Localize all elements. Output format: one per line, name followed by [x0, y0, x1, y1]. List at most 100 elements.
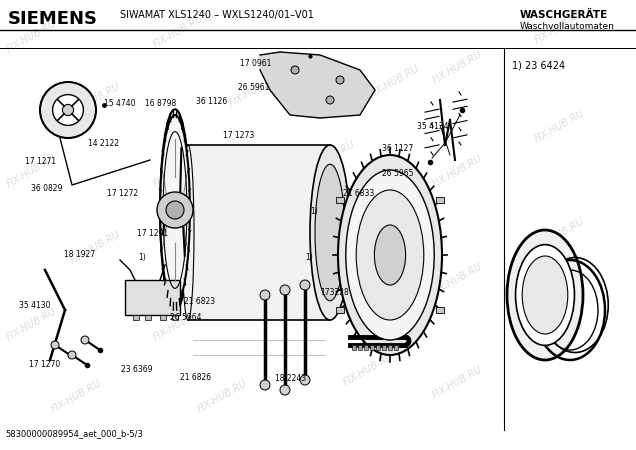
Text: FIX-HUB.RU: FIX-HUB.RU [151, 306, 205, 342]
Bar [382, 345, 386, 350]
Text: FIX-HUB.RU: FIX-HUB.RU [69, 81, 122, 117]
Circle shape [81, 336, 89, 344]
Text: FIX-HUB.RU: FIX-HUB.RU [533, 216, 586, 252]
Text: 15 4740: 15 4740 [104, 99, 135, 108]
Circle shape [157, 192, 193, 228]
Bar [172, 315, 178, 320]
Text: FIX-HUB.RU: FIX-HUB.RU [5, 153, 59, 189]
Text: 21 6823: 21 6823 [184, 297, 216, 306]
Text: 36 0829: 36 0829 [31, 184, 62, 194]
Text: FIX-HUB.RU: FIX-HUB.RU [304, 139, 357, 176]
Circle shape [40, 82, 96, 138]
Text: FIX-HUB.RU: FIX-HUB.RU [151, 153, 205, 189]
Text: 17 1273: 17 1273 [223, 130, 254, 140]
Text: Waschvollautomaten: Waschvollautomaten [520, 22, 615, 31]
Bar [352, 345, 356, 350]
Circle shape [280, 385, 290, 395]
Bar [160, 315, 166, 320]
Text: SIWAMAT XLS1240 – WXLS1240/01–V01: SIWAMAT XLS1240 – WXLS1240/01–V01 [120, 10, 314, 20]
Ellipse shape [516, 245, 574, 346]
Circle shape [260, 380, 270, 390]
Circle shape [62, 104, 74, 116]
Circle shape [68, 351, 76, 359]
Ellipse shape [507, 230, 583, 360]
Bar [145, 315, 151, 320]
Bar [336, 197, 345, 203]
Text: 1): 1) [310, 207, 317, 216]
Text: FIX-HUB.RU: FIX-HUB.RU [368, 198, 421, 234]
Text: 17 1271: 17 1271 [25, 157, 57, 166]
Bar [376, 345, 380, 350]
Bar [436, 197, 443, 203]
Circle shape [166, 201, 184, 219]
Bar [364, 345, 368, 350]
Text: 18 1927: 18 1927 [64, 250, 95, 259]
Text: WASCHGERÄTE: WASCHGERÄTE [520, 10, 608, 20]
Circle shape [51, 341, 59, 349]
Text: FIX-HUB.RU: FIX-HUB.RU [342, 351, 396, 387]
Ellipse shape [356, 190, 424, 320]
Circle shape [260, 290, 270, 300]
Text: FIX-HUB.RU: FIX-HUB.RU [431, 364, 485, 401]
Text: 35 4130: 35 4130 [19, 302, 51, 310]
Text: 1): 1) [305, 253, 313, 262]
Text: 36 1126: 36 1126 [196, 97, 227, 106]
Bar [133, 315, 139, 320]
Text: 35 4134: 35 4134 [417, 122, 448, 131]
Text: 173228: 173228 [320, 288, 349, 297]
Ellipse shape [315, 164, 345, 301]
Text: FIX-HUB.RU: FIX-HUB.RU [533, 9, 586, 45]
Text: 17 1270: 17 1270 [29, 360, 60, 369]
Bar [394, 345, 398, 350]
Bar [370, 345, 374, 350]
Text: FIX-HUB.RU: FIX-HUB.RU [50, 378, 103, 414]
Text: FIX-HUB.RU: FIX-HUB.RU [298, 288, 351, 324]
Text: FIX-HUB.RU: FIX-HUB.RU [368, 63, 421, 99]
Ellipse shape [338, 155, 442, 355]
Circle shape [336, 76, 344, 84]
Text: FIX-HUB.RU: FIX-HUB.RU [533, 108, 586, 144]
Circle shape [300, 280, 310, 290]
Text: 16 8798: 16 8798 [145, 99, 176, 108]
Text: FIX-HUB.RU: FIX-HUB.RU [215, 216, 268, 252]
Bar [358, 345, 362, 350]
Text: SIEMENS: SIEMENS [8, 10, 98, 28]
Text: 21 6833: 21 6833 [343, 189, 375, 198]
Bar [436, 307, 443, 313]
Polygon shape [260, 52, 375, 118]
Circle shape [300, 375, 310, 385]
Text: 26 5965: 26 5965 [382, 169, 413, 178]
Text: 17 1291: 17 1291 [137, 230, 168, 238]
Text: 17 1272: 17 1272 [107, 189, 138, 198]
Text: FIX-HUB.RU: FIX-HUB.RU [151, 13, 205, 50]
Bar [336, 307, 345, 313]
Bar [388, 345, 392, 350]
Ellipse shape [160, 115, 190, 305]
Bar [188, 145, 330, 320]
Circle shape [53, 94, 83, 126]
Ellipse shape [310, 145, 350, 320]
Text: 58300000089954_aet_000_b-5/3: 58300000089954_aet_000_b-5/3 [5, 429, 143, 438]
Text: 1) 23 6424: 1) 23 6424 [513, 60, 565, 70]
Text: FIX-HUB.RU: FIX-HUB.RU [431, 261, 485, 297]
Ellipse shape [182, 145, 194, 320]
Text: FIX-HUB.RU: FIX-HUB.RU [431, 49, 485, 86]
Text: 26 5961: 26 5961 [238, 83, 270, 92]
Ellipse shape [375, 225, 406, 285]
Text: FIX-HUB.RU: FIX-HUB.RU [5, 18, 59, 54]
Circle shape [280, 285, 290, 295]
Text: FIX-HUB.RU: FIX-HUB.RU [533, 319, 586, 356]
Text: FIX-HUB.RU: FIX-HUB.RU [5, 306, 59, 342]
Ellipse shape [346, 170, 434, 340]
Text: 23 6369: 23 6369 [121, 364, 153, 373]
Text: 17 0961: 17 0961 [240, 59, 272, 68]
Text: FIX-HUB.RU: FIX-HUB.RU [196, 378, 249, 414]
Text: FIX-HUB.RU: FIX-HUB.RU [69, 229, 122, 266]
Text: 14 2122: 14 2122 [88, 140, 119, 148]
Text: 1): 1) [139, 253, 146, 262]
Text: 18 2243: 18 2243 [275, 374, 307, 383]
Bar [125, 280, 180, 315]
Text: FIX-HUB.RU: FIX-HUB.RU [228, 72, 281, 108]
Circle shape [326, 96, 334, 104]
Text: 21 6826: 21 6826 [180, 374, 211, 382]
